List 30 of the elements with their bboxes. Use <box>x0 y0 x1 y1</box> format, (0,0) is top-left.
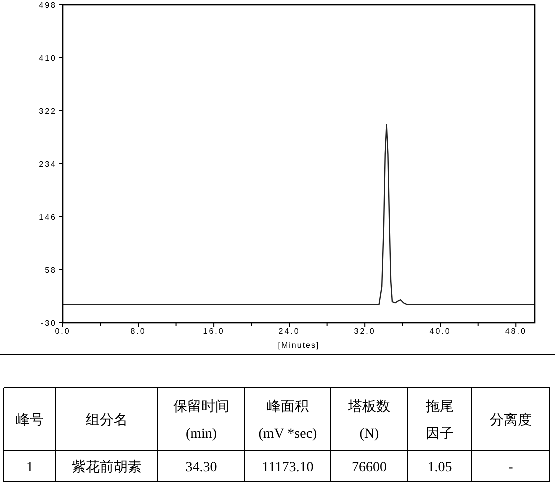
text: 峰号 <box>16 412 44 428</box>
y-tick-label: 322 <box>39 107 57 116</box>
y-tick-label: 410 <box>39 54 57 63</box>
text: 76600 <box>352 460 387 476</box>
x-tick-label: 48.0 <box>505 327 527 336</box>
text: 34.30 <box>186 460 218 476</box>
x-tick-label: 32.0 <box>354 327 376 336</box>
text: 紫花前胡素 <box>72 460 142 476</box>
y-tick-label: 146 <box>39 213 57 222</box>
x-tick-label: 40.0 <box>430 327 452 336</box>
text: - <box>508 460 514 476</box>
x-tick-label: 8.0 <box>130 327 146 336</box>
y-tick-label: -30 <box>40 319 57 328</box>
text: 1.05 <box>428 460 452 476</box>
x-tick-label: 16.0 <box>203 327 225 336</box>
y-tick-label: 234 <box>39 160 57 169</box>
text: 1 <box>26 460 34 476</box>
text: 峰面积 (mV *sec) <box>258 399 318 442</box>
x-tick-label: 0.0 <box>55 327 71 336</box>
text: 11173.10 <box>262 460 314 476</box>
text: 保留时间 (min) <box>174 399 230 442</box>
text: 分离度 <box>490 412 532 428</box>
text: 拖尾因子 <box>425 399 454 442</box>
text: 组分名 <box>86 412 128 428</box>
x-tick-label: 24.0 <box>278 327 300 336</box>
x-axis-title: [Minutes] <box>278 341 320 350</box>
line-series <box>62 124 536 306</box>
y-tick-label: 498 <box>39 1 57 10</box>
text: 塔板数 (N) <box>348 399 390 442</box>
y-tick-label: 58 <box>45 266 57 275</box>
